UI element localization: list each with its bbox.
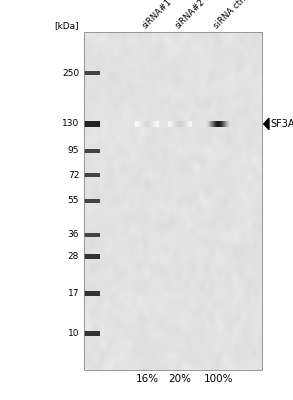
Text: 28: 28 [68,252,79,261]
Text: 95: 95 [68,146,79,156]
Bar [84,331,100,336]
Bar [84,149,100,153]
Text: 250: 250 [62,69,79,78]
Text: 16%: 16% [135,374,159,384]
Bar [84,199,100,203]
Text: siRNA#2: siRNA#2 [174,0,207,30]
Text: 10: 10 [68,329,79,338]
Bar [84,173,100,177]
Text: 72: 72 [68,171,79,180]
Text: SF3A1: SF3A1 [270,119,293,129]
Bar [84,121,100,127]
Text: 130: 130 [62,120,79,128]
Text: [kDa]: [kDa] [54,21,79,30]
Text: 100%: 100% [204,374,233,384]
Text: 36: 36 [68,230,79,239]
Text: 20%: 20% [168,374,192,384]
Bar [84,254,100,259]
Text: siRNA ctrl: siRNA ctrl [212,0,248,30]
Bar [84,233,100,237]
Text: siRNA#1: siRNA#1 [141,0,174,30]
Bar [84,71,100,76]
Text: 55: 55 [68,196,79,206]
Text: 17: 17 [68,289,79,298]
Bar [84,292,100,296]
Bar [84,32,262,370]
Polygon shape [264,118,269,130]
